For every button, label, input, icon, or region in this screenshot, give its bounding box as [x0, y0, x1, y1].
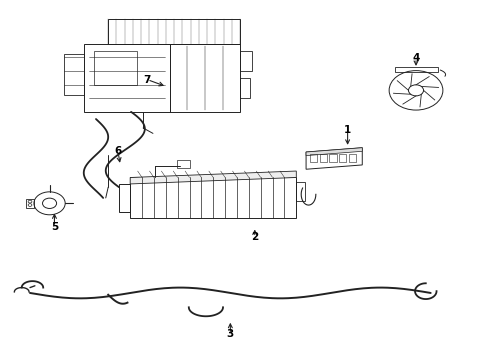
Bar [94, 51, 137, 85]
Bar [130, 177, 296, 218]
Text: 4: 4 [412, 53, 420, 63]
Bar [120, 184, 130, 212]
Text: 7: 7 [144, 75, 151, 85]
Bar [394, 67, 438, 72]
Bar [339, 154, 346, 162]
Bar [240, 50, 252, 71]
Bar [296, 182, 305, 201]
Polygon shape [306, 148, 362, 156]
Text: 6: 6 [114, 146, 122, 156]
Bar [240, 78, 250, 98]
Text: 2: 2 [251, 232, 258, 242]
Bar [329, 154, 337, 162]
Text: 5: 5 [51, 222, 58, 231]
Text: 3: 3 [227, 329, 234, 339]
Bar [84, 44, 170, 112]
Bar [170, 44, 240, 112]
Bar [64, 54, 84, 95]
Polygon shape [130, 171, 296, 184]
Bar [349, 154, 356, 162]
Bar [26, 199, 34, 208]
Bar [310, 154, 317, 162]
Text: 1: 1 [344, 125, 351, 135]
Bar [177, 160, 190, 168]
Bar [319, 154, 327, 162]
